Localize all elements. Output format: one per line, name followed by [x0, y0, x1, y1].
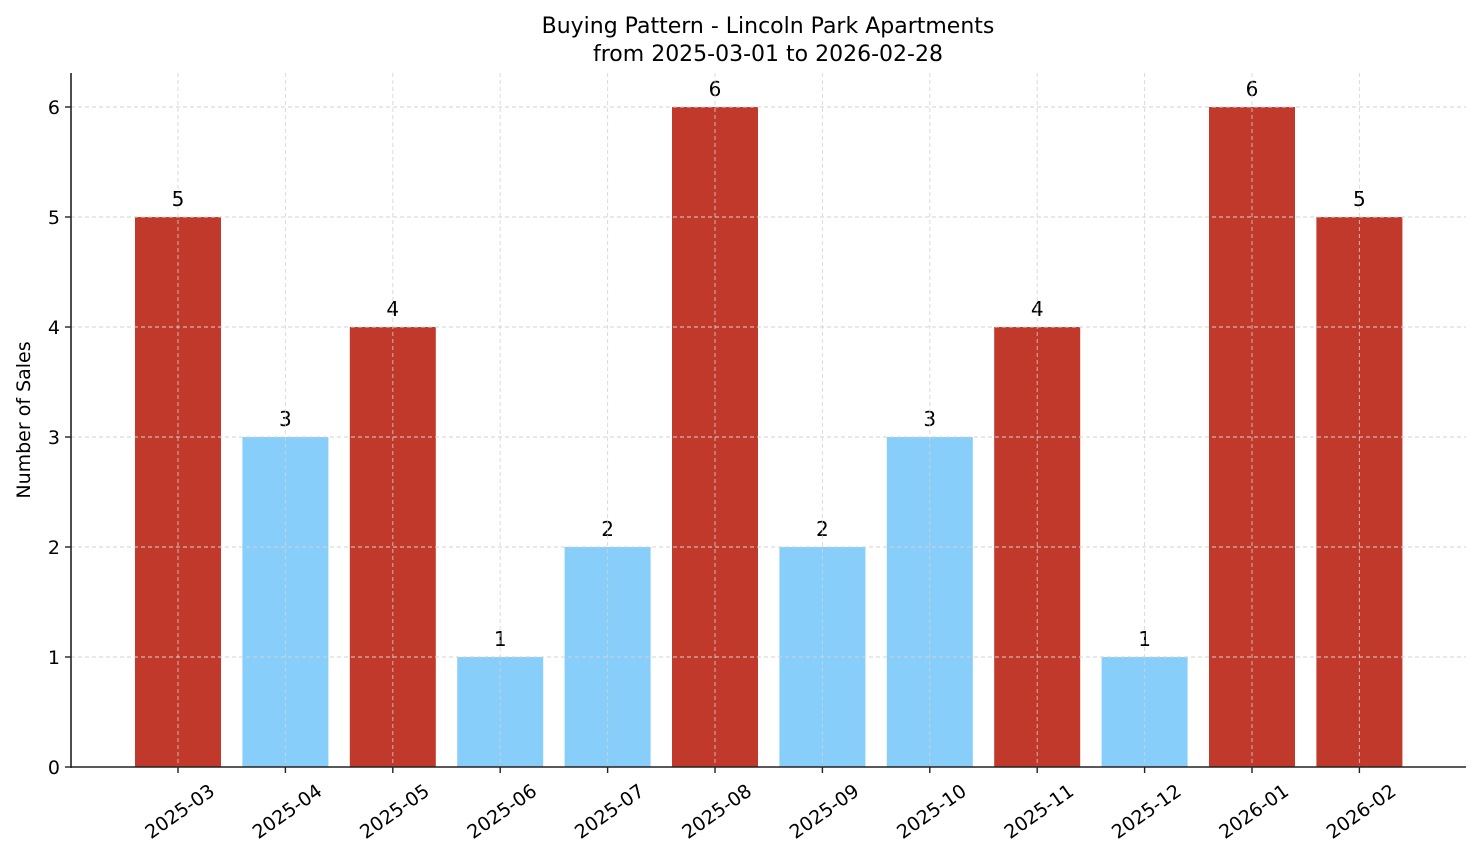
- bar-value-label: 1: [494, 627, 507, 651]
- x-tick-label: 2025-11: [1000, 780, 1078, 844]
- x-tick-label: 2025-05: [356, 780, 434, 844]
- bar-value-label: 4: [1031, 297, 1044, 321]
- y-tick-label: 0: [48, 757, 60, 779]
- grid-lines: [71, 73, 1466, 767]
- x-tick-label: 2025-12: [1108, 780, 1186, 844]
- y-tick-label: 4: [48, 317, 60, 339]
- x-tick-label: 2025-06: [463, 780, 541, 844]
- x-tick-label: 2025-03: [141, 780, 219, 844]
- axes: [70, 73, 1466, 768]
- chart-title: Buying Pattern - Lincoln Park Apartments: [542, 14, 995, 39]
- x-tick-label: 2025-08: [678, 780, 756, 844]
- bar-value-label: 1: [1138, 627, 1151, 651]
- x-tick-label: 2025-04: [249, 780, 327, 844]
- chart-subtitle: from 2025-03-01 to 2026-02-28: [593, 42, 943, 67]
- y-tick-label: 6: [48, 97, 60, 119]
- x-tick-label: 2026-02: [1323, 780, 1401, 844]
- bar-value-label: 4: [386, 297, 399, 321]
- y-tick-label: 1: [48, 647, 60, 669]
- y-axis-label: Number of Sales: [13, 341, 35, 498]
- x-tick-label: 2025-10: [893, 780, 971, 844]
- y-tick-label: 3: [48, 427, 60, 449]
- y-axis-ticks: 0 1 2 3 4 5 6: [48, 97, 71, 779]
- y-tick-label: 2: [48, 537, 60, 559]
- x-tick-label: 2026-01: [1215, 780, 1293, 844]
- x-tick-label: 2025-07: [571, 780, 649, 844]
- y-tick-label: 5: [48, 207, 60, 229]
- x-axis-ticks: 2025-03 2025-04 2025-05 2025-06 2025-07 2025-…: [141, 767, 1400, 844]
- x-tick-label: 2025-09: [786, 780, 864, 844]
